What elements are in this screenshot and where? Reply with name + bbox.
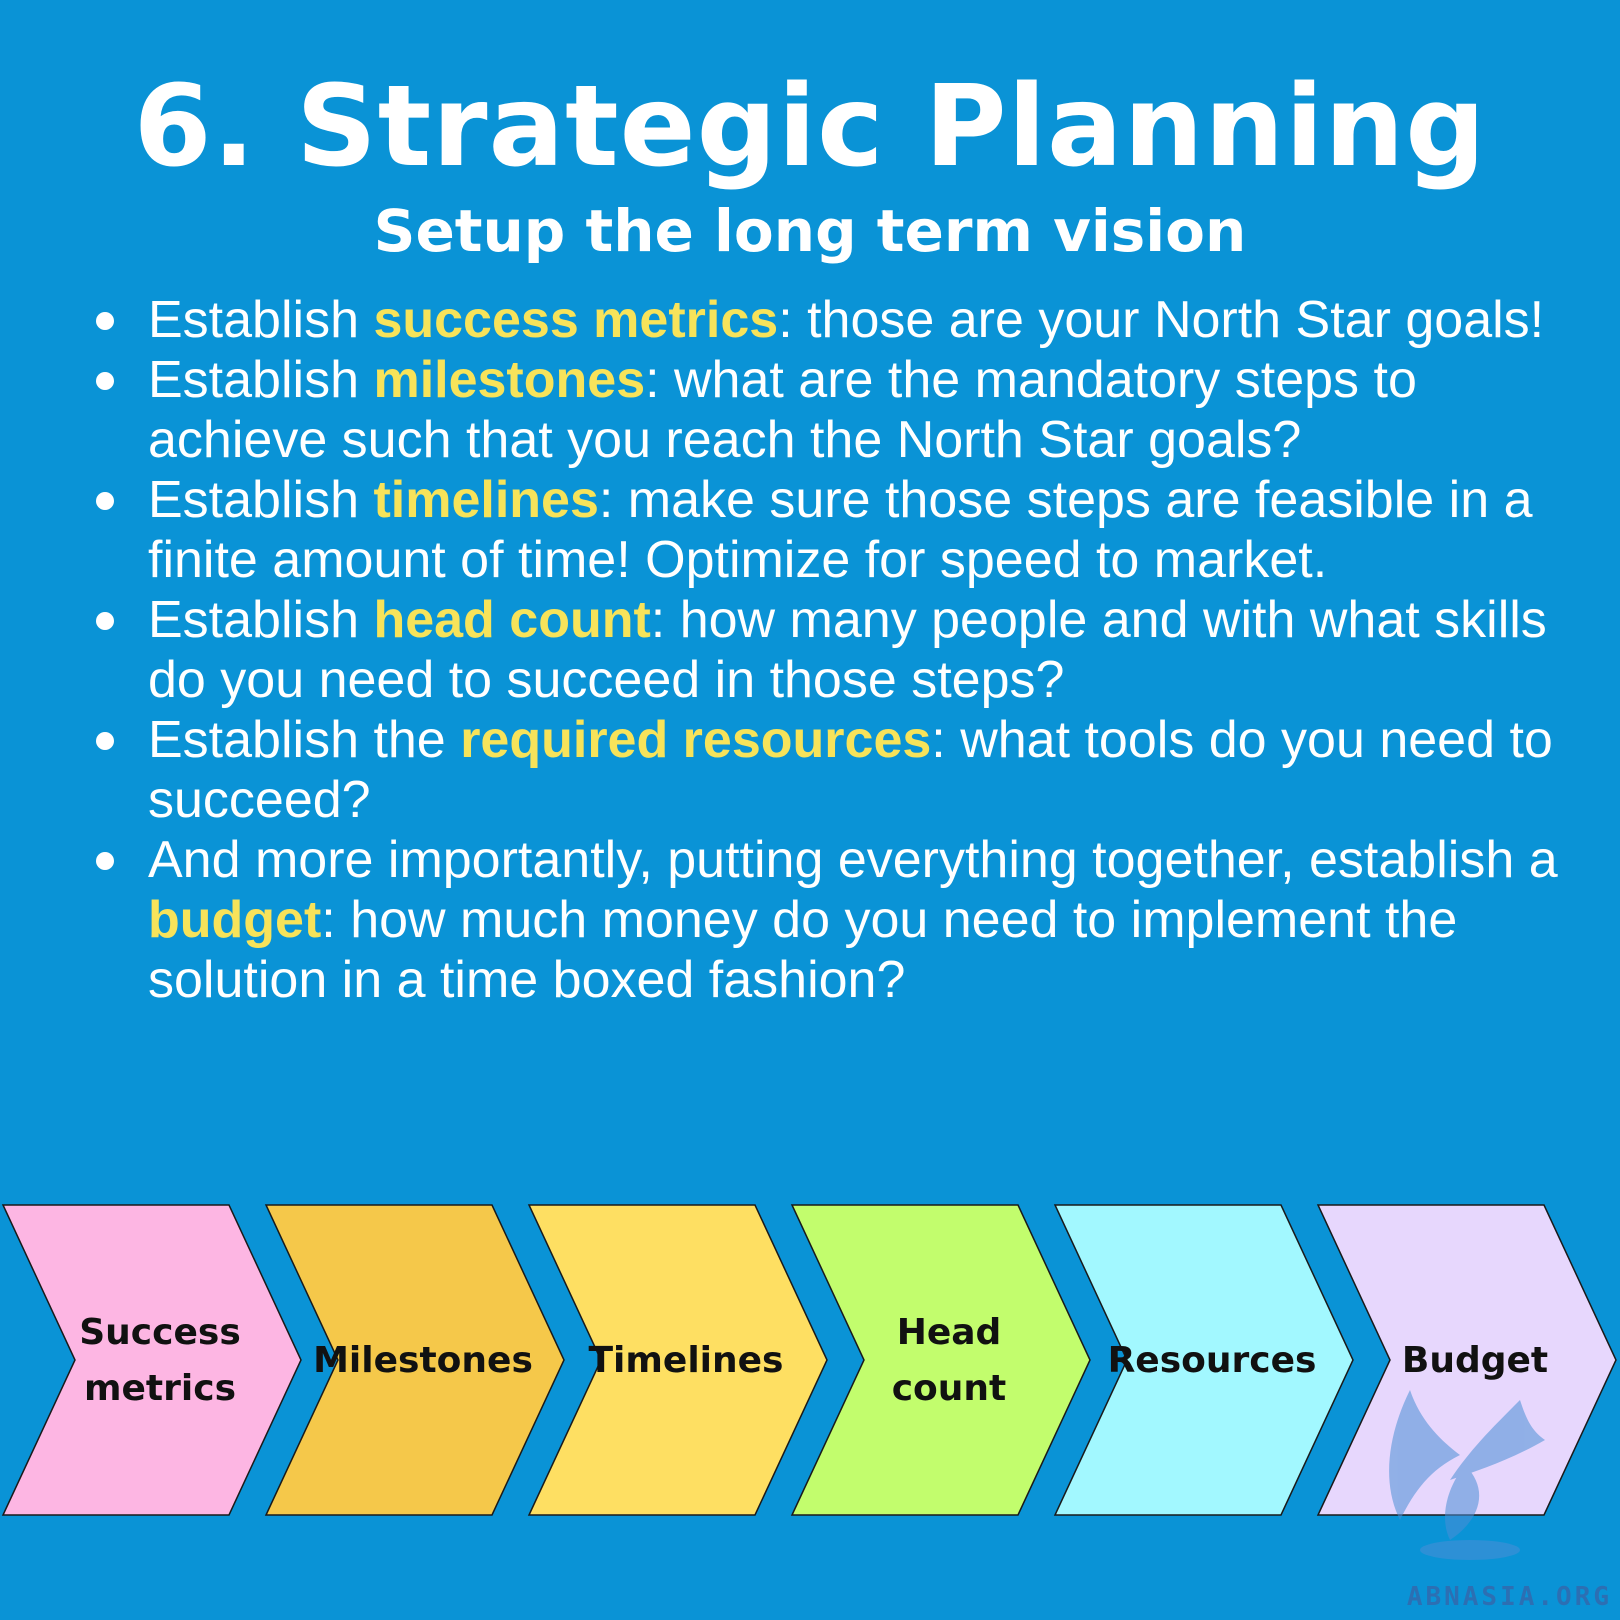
bullet-post: : those are your North Star goals! <box>778 291 1545 349</box>
bullet-post: : how many people and with what skills d… <box>148 591 1547 709</box>
bullet-item: And more importantly, putting everything… <box>90 830 1570 1010</box>
chevron-step <box>1 1204 302 1516</box>
chevron-step <box>264 1204 565 1516</box>
bullet-highlight: budget <box>148 891 322 949</box>
chevron-label: metrics <box>84 1368 236 1409</box>
phoenix-logo-icon <box>1389 1390 1545 1560</box>
bullet-post: : what are the mandatory steps to achiev… <box>148 351 1417 469</box>
chevron-step <box>527 1204 828 1516</box>
bullet-post: : what tools do you need to succeed? <box>148 711 1553 829</box>
bullet-highlight: milestones <box>373 351 646 409</box>
chevron-label: Success <box>79 1312 241 1353</box>
bullet-item: Establish success metrics: those are you… <box>90 290 1570 350</box>
bullet-pre: Establish <box>148 471 374 529</box>
bullet-highlight: timelines <box>373 471 599 529</box>
bullet-highlight: head count <box>373 591 651 649</box>
page-subtitle: Setup the long term vision <box>373 197 1247 265</box>
chevron-label: Resources <box>1108 1340 1317 1381</box>
watermark: ABNASIA.ORG <box>1406 1582 1612 1612</box>
bullet-item: Establish head count: how many people an… <box>90 590 1570 710</box>
bullet-post: : how much money do you need to implemen… <box>148 891 1458 1009</box>
bullet-item: Establish the required resources: what t… <box>90 710 1570 830</box>
bullet-highlight: required resources <box>460 711 932 769</box>
bullet-pre: Establish <box>148 591 374 649</box>
chevron-step <box>790 1204 1091 1516</box>
bullet-highlight: success metrics <box>373 291 779 349</box>
bullet-pre: Establish <box>148 351 374 409</box>
chevron-step <box>1053 1204 1354 1516</box>
bullet-pre: And more importantly, putting everything… <box>148 831 1558 889</box>
chevron-label: Timelines <box>589 1340 784 1381</box>
chevron-label: count <box>892 1368 1007 1409</box>
bullet-post: : make sure those steps are feasible in … <box>148 471 1533 589</box>
chevron-label: Budget <box>1402 1340 1548 1381</box>
bullet-item: Establish milestones: what are the manda… <box>90 350 1570 470</box>
chevron-label: Milestones <box>313 1340 533 1381</box>
chevron-label: Head <box>897 1312 1002 1353</box>
page-title: 6. Strategic Planning <box>133 62 1487 192</box>
bullet-list: Establish success metrics: those are you… <box>90 290 1570 1010</box>
bullet-item: Establish timelines: make sure those ste… <box>90 470 1570 590</box>
bullet-pre: Establish the <box>148 711 461 769</box>
bullet-pre: Establish <box>148 291 374 349</box>
